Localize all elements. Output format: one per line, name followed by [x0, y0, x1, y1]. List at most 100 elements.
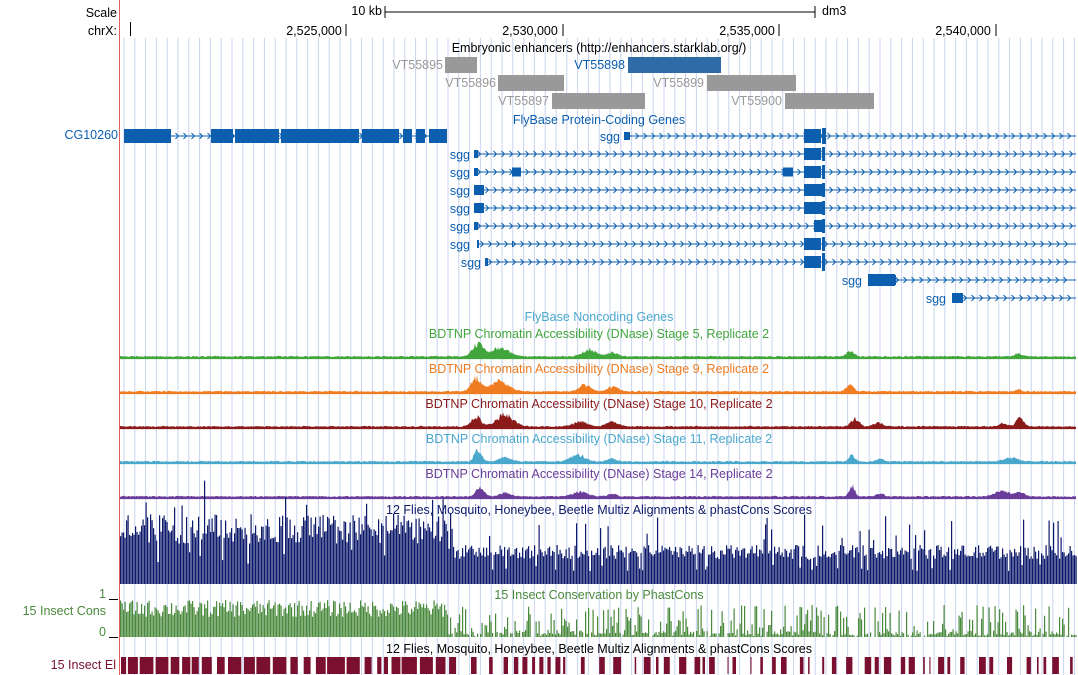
phastcons-bar	[306, 605, 308, 637]
phastcons-bar	[879, 631, 881, 637]
multiz-bar	[1035, 551, 1037, 584]
multiz-bar	[693, 554, 695, 584]
signal-area	[120, 484, 1076, 498]
gene-name[interactable]: sgg	[460, 256, 481, 270]
multiz-bar	[187, 543, 189, 584]
strand-arrow	[485, 168, 490, 176]
strand-arrow	[733, 222, 738, 230]
multiz-bar	[985, 552, 987, 584]
elements-track-title[interactable]: 12 Flies, Mosquito, Honeybee, Beetle Mul…	[386, 642, 812, 656]
multiz-bar	[186, 517, 188, 584]
multiz-bar	[240, 527, 242, 584]
phastcons-bar	[562, 625, 564, 637]
gene-name[interactable]: sgg	[925, 292, 946, 306]
phastcons-bar	[1033, 634, 1035, 637]
multiz-bar	[795, 545, 797, 584]
strand-arrow	[904, 258, 909, 266]
phastcons-bar	[300, 615, 302, 637]
gene-name[interactable]: sgg	[449, 166, 470, 180]
phastcons-bar	[706, 631, 708, 637]
phastcons-bar	[616, 622, 618, 637]
phastcons-side-label[interactable]: 15 Insect Cons	[22, 604, 106, 618]
multiz-bar	[1060, 537, 1062, 584]
strand-arrow	[965, 204, 970, 212]
phastcons-bar	[168, 613, 170, 637]
strand-arrow	[800, 258, 805, 266]
multiz-bar	[804, 514, 806, 584]
multiz-bar	[831, 554, 833, 584]
enhancer-label[interactable]: VT55898	[574, 58, 625, 72]
strand-arrow	[949, 150, 954, 158]
multiz-bar	[888, 547, 890, 584]
noncoding-track-title[interactable]: FlyBase Noncoding Genes	[524, 310, 674, 324]
phastcons-bar	[642, 632, 644, 637]
gene-name[interactable]: CG10260	[64, 128, 118, 142]
enhancer-label[interactable]: VT55895	[392, 58, 443, 72]
strand-arrow	[672, 258, 677, 266]
gene-name[interactable]: sgg	[599, 130, 620, 144]
gene-name[interactable]: sgg	[449, 202, 470, 216]
multiz-bar	[978, 545, 980, 584]
dnase-track-title[interactable]: BDTNP Chromatin Accessibility (DNase) St…	[425, 432, 773, 446]
gene-name[interactable]: sgg	[449, 184, 470, 198]
multiz-track-title[interactable]: 12 Flies, Mosquito, Honeybee, Beetle Mul…	[386, 503, 812, 517]
phastcons-bar	[828, 614, 830, 637]
dnase-track-title[interactable]: BDTNP Chromatin Accessibility (DNase) St…	[425, 397, 773, 411]
multiz-bar	[234, 533, 236, 584]
multiz-bar	[726, 545, 728, 584]
multiz-bar	[489, 535, 491, 584]
dnase-track-title[interactable]: BDTNP Chromatin Accessibility (DNase) St…	[428, 362, 770, 376]
multiz-bar	[738, 550, 740, 584]
strand-arrow	[517, 150, 522, 158]
strand-arrow	[861, 168, 866, 176]
exon	[804, 129, 821, 143]
phastcons-bar	[789, 631, 791, 637]
phastcons-bar	[489, 615, 491, 637]
strand-arrow	[1013, 150, 1018, 158]
multiz-bar	[960, 550, 962, 584]
phastcons-bar	[775, 634, 777, 637]
enhancer-label[interactable]: VT55896	[445, 76, 496, 90]
gene-name[interactable]: sgg	[449, 148, 470, 162]
strand-arrow	[701, 150, 706, 158]
phastcons-bar	[360, 600, 362, 637]
strand-arrow	[776, 240, 781, 248]
phastcons-bar	[1063, 624, 1065, 637]
strand-arrow	[712, 240, 717, 248]
dnase-track-title[interactable]: BDTNP Chromatin Accessibility (DNase) St…	[425, 467, 773, 481]
enhancer-track-title[interactable]: Embryonic enhancers (http://enhancers.st…	[451, 41, 747, 55]
enhancer-label[interactable]: VT55899	[653, 76, 704, 90]
gene-name[interactable]: sgg	[449, 220, 470, 234]
multiz-bar	[333, 515, 335, 584]
multiz-bar	[570, 559, 572, 584]
multiz-bar	[951, 521, 953, 584]
multiz-bar	[885, 516, 887, 584]
strand-arrow	[949, 168, 954, 176]
enhancer-label[interactable]: VT55900	[731, 94, 782, 108]
phastcons-bar	[301, 605, 303, 637]
gene-track-title[interactable]: FlyBase Protein-Coding Genes	[512, 113, 686, 127]
multiz-bar	[121, 532, 123, 584]
phastcons-bar	[613, 609, 615, 637]
phastcons-bar	[418, 602, 420, 637]
multiz-bar	[244, 527, 246, 584]
gene-name[interactable]: sgg	[449, 238, 470, 252]
enhancer-label[interactable]: VT55897	[498, 94, 549, 108]
strand-arrow	[899, 132, 904, 140]
elements-side-label[interactable]: 15 Insect El	[50, 658, 116, 672]
phastcons-bar	[288, 605, 290, 637]
multiz-bar	[466, 552, 468, 584]
multiz-bar	[636, 552, 638, 584]
phastcons-bar	[880, 634, 882, 637]
gene-name[interactable]: sgg	[841, 274, 862, 288]
dnase-track-title[interactable]: BDTNP Chromatin Accessibility (DNase) St…	[428, 327, 770, 341]
strand-arrow	[656, 240, 661, 248]
strand-arrow	[797, 150, 802, 158]
phastcons-track-title[interactable]: 15 Insect Conservation by PhastCons	[494, 588, 704, 602]
strand-arrow	[933, 168, 938, 176]
phastcons-bar	[429, 610, 431, 637]
phastcons-bar	[505, 629, 507, 637]
strand-arrow	[949, 222, 954, 230]
